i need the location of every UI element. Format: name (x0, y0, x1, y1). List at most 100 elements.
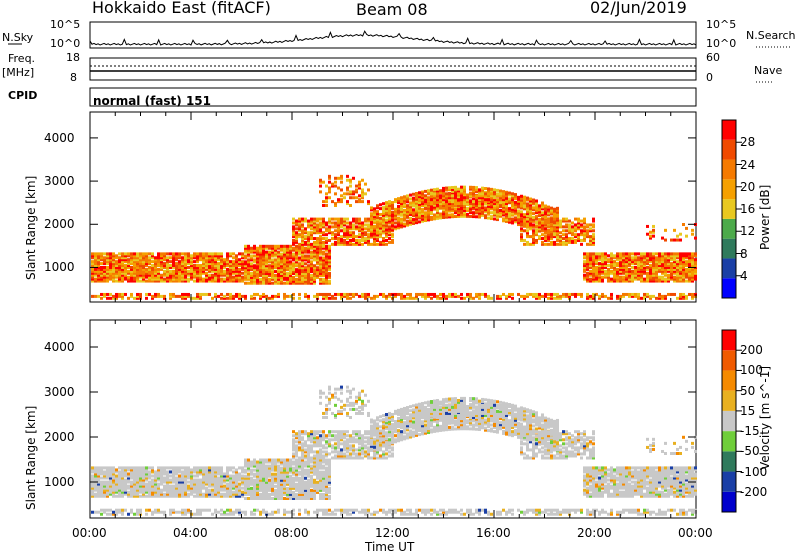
power-cell (121, 254, 124, 258)
power-cell (361, 200, 364, 204)
power-cell (670, 273, 673, 277)
power-cell (325, 279, 328, 283)
power-cell (475, 211, 478, 215)
power-cell (352, 227, 355, 231)
power-cell (277, 256, 280, 260)
power-cell (97, 262, 100, 266)
power-cell (295, 277, 298, 281)
power-cell (547, 209, 550, 213)
power-cell (364, 292, 367, 296)
power-cell (247, 258, 250, 262)
power-cell (376, 219, 379, 223)
power-cell (286, 264, 289, 268)
power-cell (541, 207, 544, 211)
power-cell (325, 233, 328, 237)
power-cell (658, 254, 661, 258)
power-cell (649, 273, 652, 277)
power-cell (598, 269, 601, 273)
power-cell (193, 269, 196, 273)
power-cell (262, 281, 265, 285)
power-cell (334, 225, 337, 229)
power-cell (184, 265, 187, 269)
power-cell (325, 275, 328, 279)
power-cell (106, 267, 109, 271)
power-cell (526, 235, 529, 239)
velocity-cell (280, 484, 283, 488)
power-cell (103, 275, 106, 279)
velocity-cell (184, 510, 187, 514)
power-cell (523, 205, 526, 209)
power-cell (334, 221, 337, 225)
power-cell (244, 277, 247, 281)
power-cell (118, 273, 121, 277)
power-cell (667, 273, 670, 277)
power-cell (517, 209, 520, 213)
power-cell (142, 254, 145, 258)
power-cell (649, 264, 652, 268)
velocity-cell (274, 494, 277, 498)
power-cell (262, 250, 265, 254)
velocity-cell (289, 470, 292, 474)
velocity-cell (292, 456, 295, 460)
power-cell (598, 296, 601, 300)
power-cell (328, 262, 331, 266)
power-cell (559, 238, 562, 242)
power-cell (535, 217, 538, 221)
velocity-cell (259, 474, 262, 478)
power-cell (394, 215, 397, 219)
velocity-cell (244, 484, 247, 488)
power-cell (259, 246, 262, 250)
power-cell (505, 214, 508, 218)
power-cell (316, 217, 319, 221)
power-cell (589, 273, 592, 277)
power-cell (283, 281, 286, 285)
power-cell (529, 219, 532, 223)
power-cell (427, 214, 430, 218)
power-cell (685, 294, 688, 298)
velocity-cell (124, 470, 127, 474)
power-cell (472, 194, 475, 198)
power-cell (538, 219, 541, 223)
power-cell (664, 279, 667, 283)
velocity-cell (181, 476, 184, 480)
power-cell (160, 260, 163, 264)
power-cell (160, 256, 163, 260)
power-cell (325, 254, 328, 258)
power-cell (538, 292, 541, 296)
power-cell (547, 231, 550, 235)
velocity-cell (265, 458, 268, 462)
power-cell (433, 294, 436, 298)
velocity-cell (238, 508, 241, 512)
power-cell (268, 277, 271, 281)
power-cell (436, 189, 439, 193)
power-cell (283, 277, 286, 281)
power-cell (178, 269, 181, 273)
power-cell (184, 252, 187, 256)
power-cell (295, 237, 298, 241)
power-cell (367, 294, 370, 298)
power-cell (124, 254, 127, 258)
velocity-cell (97, 474, 100, 478)
power-cell (505, 204, 508, 208)
power-cell (640, 269, 643, 273)
velocity-cell (259, 460, 262, 464)
power-cell (202, 256, 205, 260)
power-cell (376, 227, 379, 231)
power-cell (454, 292, 457, 296)
velocity-cell (139, 474, 142, 478)
velocity-cell (91, 486, 94, 490)
power-cell (445, 196, 448, 200)
velocity-cell (280, 486, 283, 490)
power-cell (301, 229, 304, 233)
power-cell (394, 294, 397, 298)
power-cell (628, 256, 631, 260)
power-cell (466, 209, 469, 213)
power-cell (484, 208, 487, 212)
velocity-cell (178, 478, 181, 482)
velocity-cell (124, 482, 127, 486)
power-cell (499, 198, 502, 202)
power-cell (691, 256, 694, 260)
power-cell (580, 229, 583, 233)
power-cell (265, 252, 268, 256)
power-cell (274, 262, 277, 266)
